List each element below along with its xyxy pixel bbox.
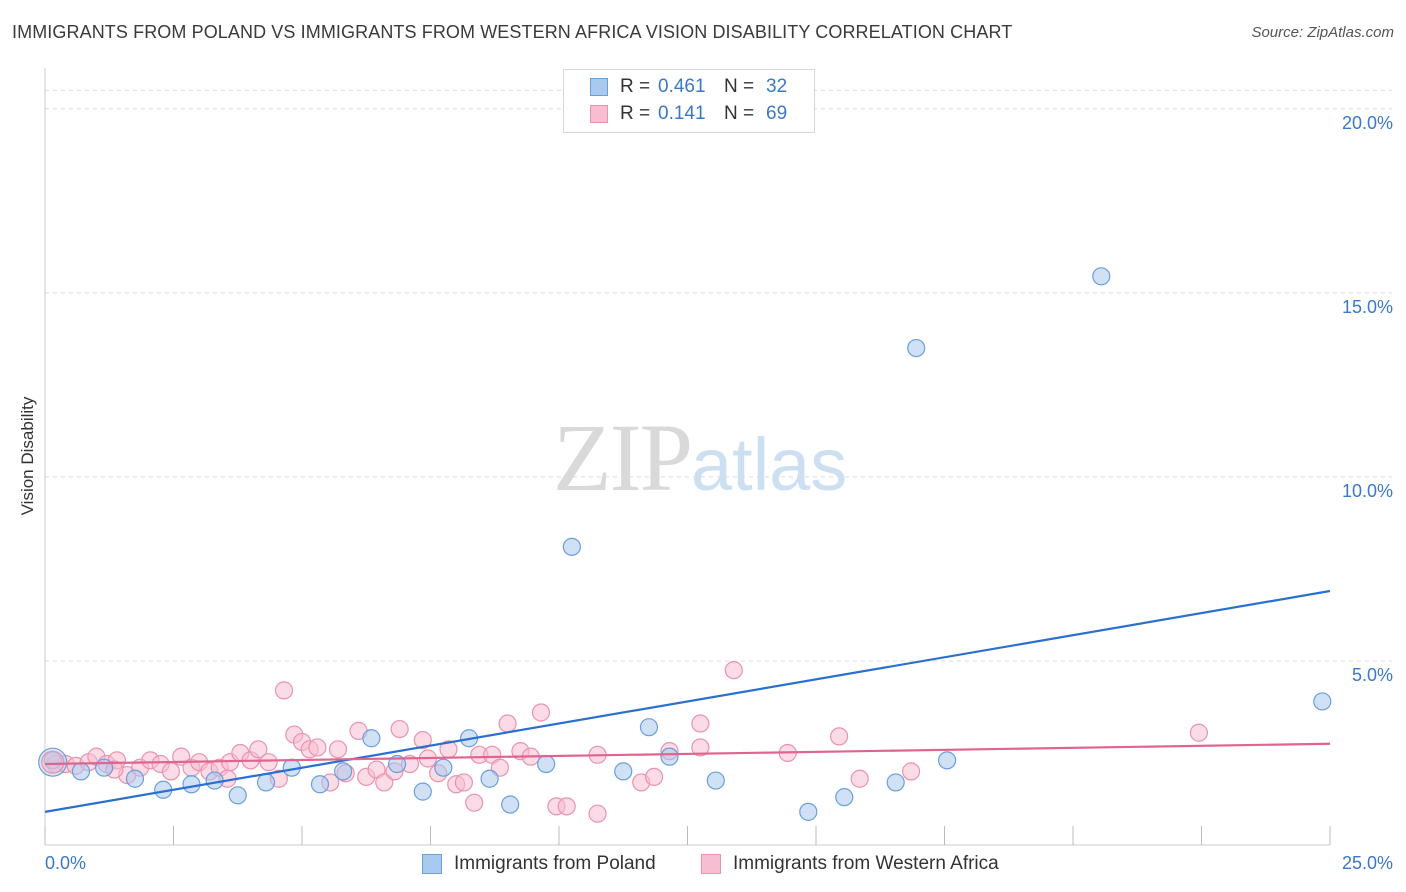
data-point-poland: [387, 754, 407, 774]
data-points: [38, 267, 1332, 823]
data-point-wafrica: [161, 762, 181, 781]
data-point-wafrica: [901, 762, 921, 781]
legend-row-poland: R = 0.461 N = 32: [590, 75, 787, 99]
legend: R = 0.461 N = 32 R = 0.141 N = 69: [563, 69, 815, 133]
bottom-legend-swatch-wafrica: [701, 854, 721, 874]
legend-r-value: 0.141: [658, 103, 706, 124]
bottom-legend-wafrica: Immigrants from Western Africa: [701, 851, 999, 877]
data-point-wafrica: [557, 797, 576, 816]
legend-n-label: N =: [724, 103, 755, 124]
data-point-wafrica: [531, 703, 551, 722]
source-note: Source: ZipAtlas.com: [1251, 24, 1394, 41]
data-point-cluster-poland: [38, 747, 68, 777]
legend-n-value: 32: [766, 76, 788, 97]
data-point-poland: [228, 786, 247, 805]
y-axis-label: Vision Disability: [18, 396, 37, 516]
chart-title: IMMIGRANTS FROM POLAND VS IMMIGRANTS FRO…: [12, 22, 1013, 42]
data-point-poland: [660, 747, 679, 766]
data-point-poland: [1313, 692, 1332, 711]
data-point-wafrica: [691, 738, 710, 757]
legend-r-label: R =: [620, 76, 651, 97]
data-point-wafrica: [390, 719, 409, 739]
legend-row-wafrica: R = 0.141 N = 69: [590, 102, 787, 126]
data-point-poland: [71, 762, 91, 781]
watermark-zip: ZIP: [553, 404, 693, 511]
data-point-poland: [334, 762, 353, 781]
data-point-poland: [886, 773, 905, 792]
legend-swatch-wafrica: [590, 105, 608, 123]
data-point-poland: [614, 762, 633, 781]
x-tick-label: 25.0%: [1342, 853, 1393, 873]
data-point-poland: [95, 758, 114, 777]
data-point-wafrica: [1189, 723, 1209, 742]
data-point-poland: [907, 338, 926, 358]
data-point-wafrica: [465, 793, 484, 812]
y-tick-label: 10.0%: [1342, 481, 1393, 501]
data-point-cluster-wafrica: [41, 750, 65, 774]
data-point-wafrica: [413, 730, 432, 750]
axes: [44, 68, 1331, 846]
data-point-poland: [537, 754, 556, 774]
data-point-poland: [434, 758, 453, 777]
legend-n-label: N =: [724, 76, 755, 97]
y-tick-label: 5.0%: [1352, 665, 1393, 685]
data-point-wafrica: [588, 804, 607, 823]
data-point-wafrica: [724, 661, 743, 680]
data-point-wafrica: [644, 767, 664, 787]
bottom-legend-swatch-poland: [422, 854, 442, 874]
legend-n-value: 69: [766, 103, 788, 124]
data-point-poland: [799, 802, 818, 821]
data-point-wafrica: [830, 727, 849, 746]
data-point-wafrica: [308, 738, 327, 757]
data-point-wafrica: [249, 740, 268, 759]
legend-r-value: 0.461: [658, 76, 706, 97]
legend-swatch-poland: [590, 78, 608, 96]
data-point-poland: [835, 788, 854, 807]
watermark: ZIPatlas: [553, 402, 847, 513]
data-point-wafrica: [328, 740, 348, 759]
data-point-poland: [706, 771, 725, 790]
trend-line-poland: [44, 589, 1331, 813]
legend-r-label: R =: [620, 103, 651, 124]
trend-lines: [44, 589, 1331, 813]
data-point-poland: [562, 537, 581, 556]
bottom-legend-label-wafrica: Immigrants from Western Africa: [733, 853, 999, 874]
trend-line-wafrica: [44, 742, 1331, 766]
data-point-poland: [413, 782, 432, 801]
data-point-poland: [639, 718, 659, 737]
data-point-poland: [182, 775, 201, 794]
data-point-poland: [310, 775, 330, 794]
y-tick-label: 15.0%: [1342, 297, 1393, 317]
x-tick-label: 0.0%: [45, 853, 86, 873]
bottom-legend-poland: Immigrants from Poland: [422, 851, 656, 877]
data-point-wafrica: [498, 714, 517, 733]
watermark-atlas: atlas: [691, 423, 848, 506]
data-point-poland: [256, 773, 276, 792]
data-point-wafrica: [850, 769, 869, 788]
data-point-wafrica: [454, 773, 474, 792]
data-point-poland: [1092, 267, 1111, 286]
grid-lines: [45, 89, 1392, 662]
data-point-poland: [125, 769, 145, 788]
data-point-wafrica: [691, 714, 710, 733]
tick-labels: 5.0% 10.0% 15.0% 20.0% 0.0% 25.0%: [45, 113, 1393, 873]
bottom-legend-label-poland: Immigrants from Poland: [454, 853, 656, 874]
data-point-wafrica: [259, 753, 278, 772]
data-point-wafrica: [274, 681, 294, 700]
data-point-poland: [362, 729, 381, 748]
data-point-poland: [480, 769, 499, 788]
data-point-poland: [937, 751, 957, 770]
data-point-poland: [501, 795, 520, 814]
y-tick-label: 20.0%: [1342, 113, 1393, 133]
